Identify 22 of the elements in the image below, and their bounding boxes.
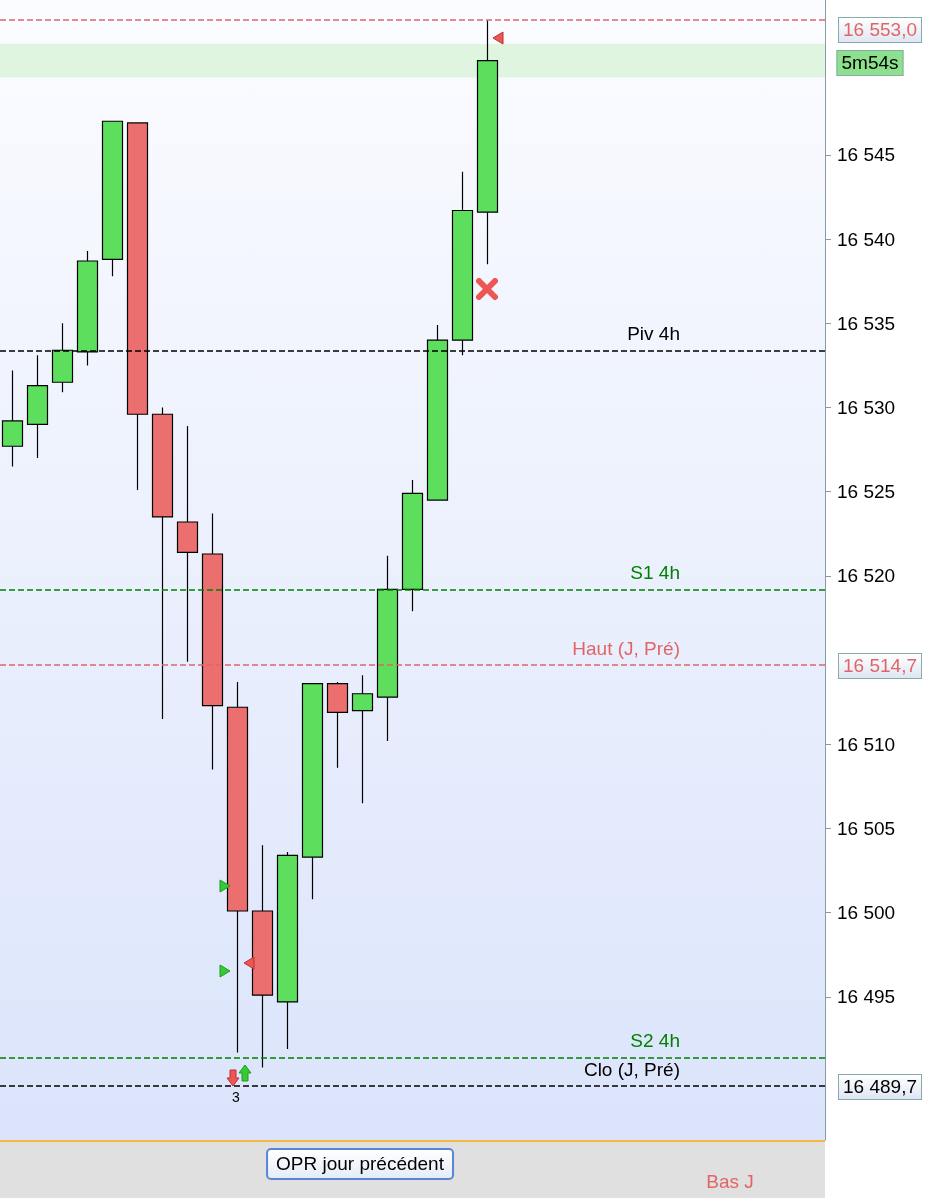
text: 5m54s [836,50,904,76]
y-tick-label: 16 520 [837,565,896,587]
y-tick-label: 16 495 [837,986,896,1008]
y-tick-label: 16 510 [837,733,896,755]
y-tick-label: 16 535 [837,312,896,334]
ref-line-label: S1 4h [630,562,680,584]
y-tick-label: 16 500 [837,902,896,924]
text: OPR jour précédent [266,1148,454,1180]
annotation: 3 [232,1089,240,1105]
text: 16 514,7 [838,653,922,679]
y-tick-label: 16 530 [837,397,896,418]
y-tick-label: 16 540 [837,228,896,250]
y-tick-label: 16 505 [837,817,896,839]
y-tick-label: 16 525 [837,481,896,503]
y-tick-label: 16 545 [837,144,896,166]
ref-line-label: S2 4h [630,1030,680,1052]
ref-line-label: Piv 4h [627,323,680,345]
text: 16 489,7 [838,1074,922,1100]
text: 16 553,0 [838,17,922,43]
ref-line-label: Haut (J, Pré) [572,638,680,660]
text: Bas J [706,1171,754,1193]
ref-line-label: Clo (J, Pré) [583,1059,680,1081]
